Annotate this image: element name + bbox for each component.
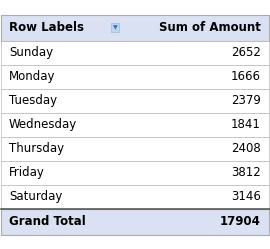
Bar xyxy=(1,64,269,88)
Text: Sunday: Sunday xyxy=(9,46,53,59)
Text: Friday: Friday xyxy=(9,166,45,179)
Text: 2379: 2379 xyxy=(231,94,261,107)
Text: Wednesday: Wednesday xyxy=(9,118,77,131)
Text: 3812: 3812 xyxy=(231,166,261,179)
Bar xyxy=(1,161,269,185)
Bar xyxy=(1,14,269,41)
Bar xyxy=(1,185,269,208)
Bar xyxy=(1,136,269,161)
Text: Thursday: Thursday xyxy=(9,142,64,155)
Text: Saturday: Saturday xyxy=(9,190,62,203)
Bar xyxy=(1,113,269,136)
Text: 2408: 2408 xyxy=(231,142,261,155)
Bar xyxy=(1,88,269,113)
Text: 2652: 2652 xyxy=(231,46,261,59)
Bar xyxy=(1,208,269,235)
Text: Monday: Monday xyxy=(9,70,56,83)
Text: Grand Total: Grand Total xyxy=(9,215,86,228)
Text: Sum of Amount: Sum of Amount xyxy=(159,21,261,34)
Text: Tuesday: Tuesday xyxy=(9,94,57,107)
Text: Row Labels: Row Labels xyxy=(9,21,84,34)
Text: 1666: 1666 xyxy=(231,70,261,83)
Text: 3146: 3146 xyxy=(231,190,261,203)
Text: 17904: 17904 xyxy=(220,215,261,228)
Text: 1841: 1841 xyxy=(231,118,261,131)
Bar xyxy=(1,41,269,64)
Text: ▼: ▼ xyxy=(113,25,117,30)
